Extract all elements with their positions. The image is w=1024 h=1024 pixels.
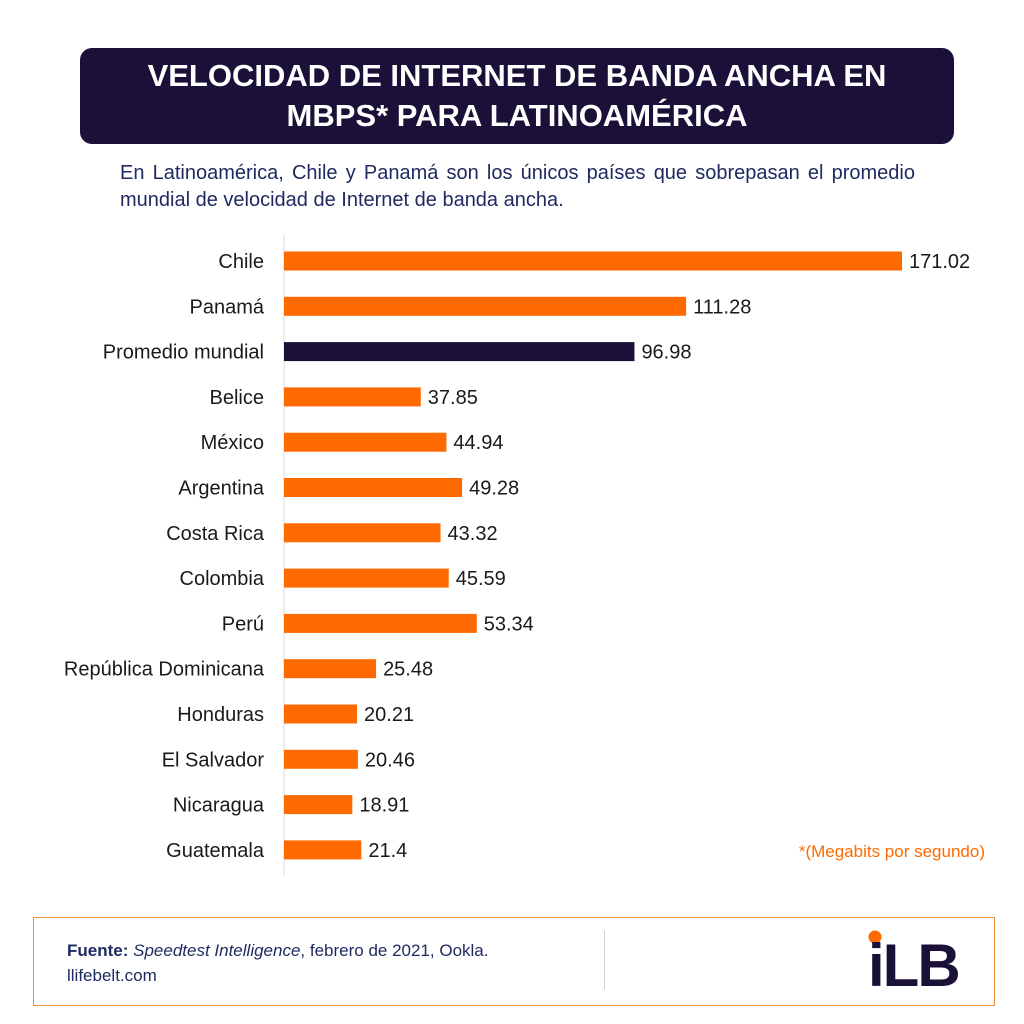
category-label: Colombia: [180, 568, 265, 590]
value-label: 49.28: [469, 478, 519, 500]
value-label: 37.85: [428, 387, 478, 409]
category-label: Honduras: [177, 704, 264, 726]
chart-title: VELOCIDAD DE INTERNET DE BANDA ANCHA EN …: [147, 58, 887, 133]
value-label: 53.34: [484, 613, 534, 635]
category-label: Costa Rica: [166, 523, 265, 545]
value-label: 18.91: [359, 795, 409, 817]
bar-chart: Chile 171.02 Panamá 111.28 Promedio mundial 9…: [64, 235, 970, 876]
chart-subtitle: En Latinoamérica, Chile y Panamá son los…: [120, 162, 915, 211]
category-label: México: [201, 432, 264, 454]
logo-text: iLB: [868, 932, 959, 994]
bar: [284, 613, 477, 633]
value-label: 43.32: [448, 523, 498, 545]
footer: Fuente: Speedtest Intelligence, febrero …: [33, 917, 995, 1006]
bar: [284, 342, 635, 362]
bar: [284, 478, 463, 497]
value-label: 20.46: [365, 749, 415, 771]
bar: [284, 795, 353, 815]
value-label: 25.48: [383, 659, 433, 681]
value-label: 111.28: [693, 296, 751, 318]
value-label: 21.4: [368, 840, 407, 862]
category-label: Chile: [218, 251, 264, 273]
category-label: Nicaragua: [173, 795, 265, 817]
ilb-logo: iLB: [868, 930, 961, 994]
title-banner: VELOCIDAD DE INTERNET DE BANDA ANCHA EN …: [80, 48, 954, 144]
bar: [284, 523, 441, 543]
category-label: Promedio mundial: [103, 342, 264, 364]
category-label: Perú: [222, 613, 264, 635]
source-text: Fuente: Speedtest Intelligence, febrero …: [67, 938, 627, 988]
bar: [284, 296, 687, 316]
logo-i: i: [868, 932, 883, 994]
value-label: 45.59: [456, 568, 506, 590]
category-label: El Salvador: [162, 749, 265, 771]
value-label: 20.21: [364, 704, 414, 726]
bar: [284, 659, 377, 679]
footer-divider: [604, 930, 605, 990]
category-label: República Dominicana: [64, 659, 265, 681]
units-note: *(Megabits por segundo): [798, 842, 985, 861]
source-rest: , febrero de 2021, Ookla.: [300, 941, 489, 960]
logo-lb: LB: [883, 932, 959, 994]
bar: [284, 251, 902, 271]
bar: [284, 568, 449, 588]
category-label: Panamá: [190, 296, 265, 318]
value-label: 96.98: [641, 342, 691, 364]
bar: [284, 704, 358, 724]
source-name: Speedtest Intelligence: [133, 941, 301, 960]
bar: [284, 840, 362, 860]
value-label: 171.02: [909, 251, 970, 273]
source-label: Fuente:: [67, 941, 129, 960]
website-link[interactable]: llifebelt.com: [67, 966, 157, 985]
bar: [284, 387, 421, 407]
logo-dot: [868, 930, 882, 944]
category-label: Guatemala: [166, 840, 265, 862]
bar: [284, 749, 358, 769]
category-label: Belice: [210, 387, 264, 409]
value-label: 44.94: [453, 432, 503, 454]
bar: [284, 432, 447, 452]
category-label: Argentina: [178, 478, 264, 500]
